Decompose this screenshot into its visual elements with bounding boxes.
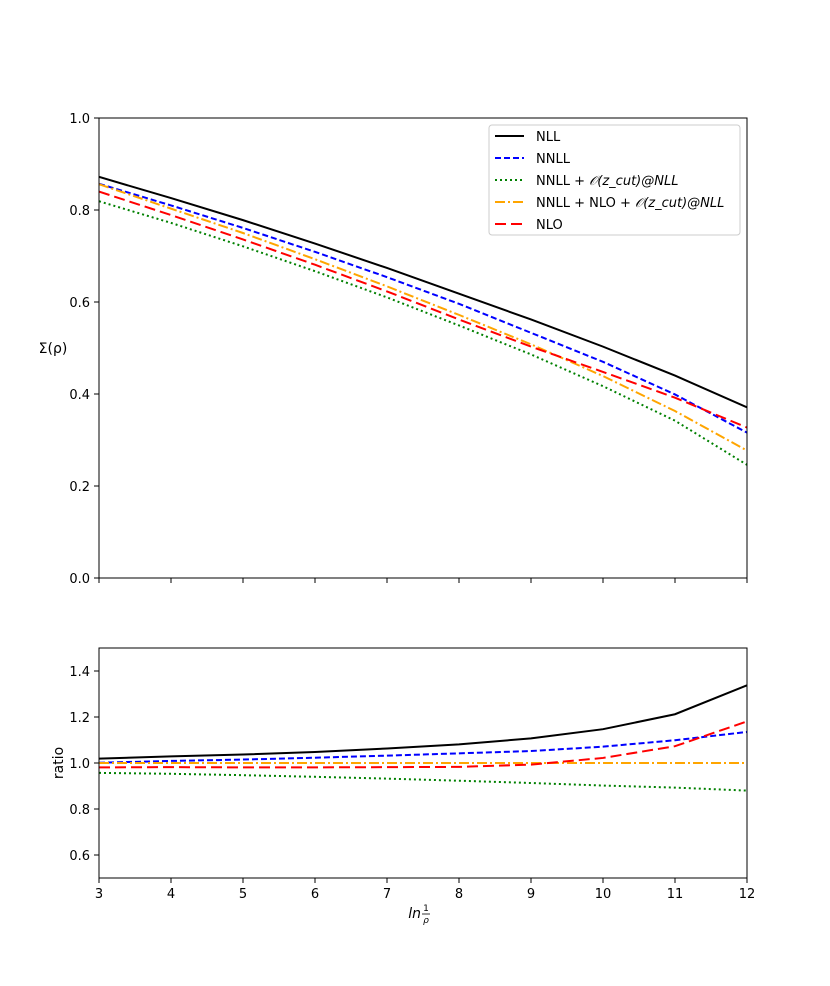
x-tick-label: 11 bbox=[667, 887, 684, 902]
legend-box bbox=[488, 124, 741, 236]
series-line-nnll-o-z-cut-nll bbox=[99, 200, 747, 466]
panel-top: 0.0 0.2 0.4 0.6 0.8 1.0 Σ(ρ) NLL NNLL NNLL + 𝒪(z_… bbox=[39, 112, 748, 587]
x-tick-label: 12 bbox=[739, 887, 756, 902]
y-axis-label: Σ(ρ) bbox=[39, 341, 68, 357]
legend: NLL NNLL NNLL + 𝒪(z_cut)@NLL NNLL + NLO + 𝒪… bbox=[488, 124, 741, 236]
series-line-nnll-o-z-cut-nll bbox=[99, 771, 747, 792]
series-line-nnll bbox=[99, 182, 747, 434]
legend-label: NLO bbox=[536, 218, 563, 233]
x-tick-label: 9 bbox=[527, 887, 535, 902]
y-tick-label: 0.2 bbox=[69, 480, 90, 495]
y-tick-label: 1.0 bbox=[69, 757, 90, 772]
y-tick-label: 1.2 bbox=[69, 711, 90, 726]
legend-label: NNLL bbox=[536, 152, 571, 167]
y-tick-label: 0.6 bbox=[69, 296, 90, 311]
legend-label: NNLL + 𝒪(z_cut)@NLL bbox=[536, 174, 678, 189]
x-axis-label: ln 1 ρ bbox=[408, 904, 430, 926]
y-tick-label: 1.0 bbox=[69, 112, 90, 127]
x-tick-label: 5 bbox=[239, 887, 247, 902]
x-tick-label: 10 bbox=[595, 887, 612, 902]
x-tick-label: 7 bbox=[383, 887, 391, 902]
y-axis-label: ratio bbox=[51, 747, 67, 779]
y-tick-label: 0.4 bbox=[69, 388, 90, 403]
x-tick-label: 8 bbox=[455, 887, 463, 902]
series-line-nll bbox=[99, 175, 747, 409]
legend-label: NNLL + NLO + 𝒪(z_cut)@NLL bbox=[536, 196, 724, 211]
plot-frame bbox=[98, 117, 748, 579]
x-tick-label: 3 bbox=[95, 887, 103, 902]
y-tick-label: 1.4 bbox=[69, 665, 90, 680]
y-tick-label: 0.8 bbox=[69, 204, 90, 219]
x-axis-label-main: ln bbox=[408, 906, 421, 922]
y-tick-label: 0.0 bbox=[69, 572, 90, 587]
x-axis-label-denominator: ρ bbox=[423, 916, 429, 926]
series-line-nll bbox=[99, 684, 747, 760]
x-tick-label: 4 bbox=[167, 887, 175, 902]
series-line-nnll bbox=[99, 730, 747, 764]
y-tick-label: 0.8 bbox=[69, 803, 90, 818]
series-line-nlo bbox=[99, 190, 747, 429]
legend-label: NLL bbox=[536, 130, 561, 145]
panel-bottom: 3 4 5 6 7 8 9 10 11 12 0.6 0.8 1.0 1.2 1.4 ratio ln 1 ρ bbox=[51, 647, 756, 926]
series-line-nlo bbox=[99, 720, 747, 769]
x-tick-label: 6 bbox=[311, 887, 319, 902]
x-axis-label-numerator: 1 bbox=[423, 904, 429, 914]
y-tick-label: 0.6 bbox=[69, 849, 90, 864]
series-line-nnll-nlo-o-z-cut-nll bbox=[99, 183, 747, 452]
